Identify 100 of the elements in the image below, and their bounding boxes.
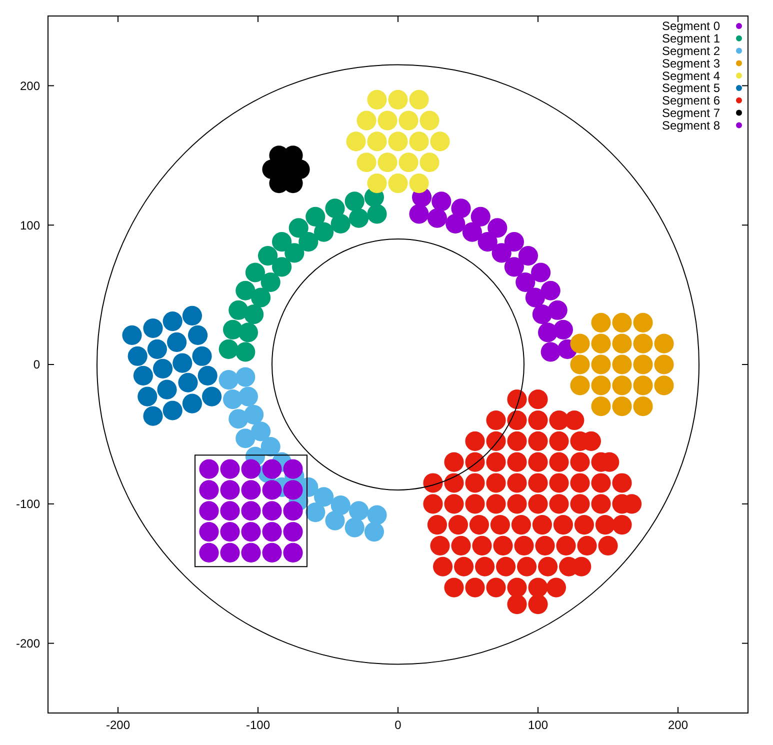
point bbox=[162, 311, 182, 332]
point bbox=[172, 353, 192, 373]
point bbox=[251, 422, 271, 442]
point bbox=[409, 90, 429, 110]
point bbox=[241, 501, 261, 521]
point bbox=[570, 376, 590, 396]
point bbox=[143, 318, 163, 338]
point bbox=[147, 339, 167, 359]
point bbox=[518, 246, 538, 266]
legend-label: Segment 7 bbox=[662, 106, 720, 120]
point bbox=[388, 173, 408, 194]
point bbox=[272, 232, 292, 252]
point bbox=[488, 218, 508, 238]
point bbox=[182, 394, 202, 414]
y-tick-label: -200 bbox=[16, 636, 40, 650]
point bbox=[409, 132, 429, 152]
legend-label: Segment 0 bbox=[662, 19, 720, 34]
point bbox=[236, 428, 256, 448]
point bbox=[540, 342, 560, 362]
point bbox=[220, 459, 240, 479]
point bbox=[344, 192, 364, 212]
point bbox=[218, 339, 238, 359]
point bbox=[378, 152, 398, 172]
point bbox=[188, 325, 208, 346]
point bbox=[325, 198, 345, 218]
legend-label: Segment 3 bbox=[662, 56, 720, 70]
point bbox=[262, 542, 282, 562]
point bbox=[122, 325, 142, 346]
point bbox=[330, 495, 350, 516]
point bbox=[356, 110, 376, 130]
point bbox=[283, 501, 303, 521]
point bbox=[591, 334, 611, 354]
point bbox=[420, 110, 440, 130]
point bbox=[241, 542, 261, 562]
point bbox=[245, 262, 265, 282]
point bbox=[157, 380, 177, 400]
point bbox=[409, 173, 429, 194]
point bbox=[470, 206, 490, 227]
point bbox=[398, 110, 418, 130]
point bbox=[241, 522, 261, 542]
point bbox=[306, 206, 326, 227]
point bbox=[420, 152, 440, 172]
point bbox=[432, 192, 452, 212]
point bbox=[612, 334, 632, 354]
point bbox=[612, 376, 632, 396]
point bbox=[272, 257, 292, 277]
point bbox=[306, 502, 326, 522]
point bbox=[612, 396, 632, 416]
point bbox=[220, 480, 240, 500]
point bbox=[153, 358, 173, 378]
point bbox=[346, 132, 366, 152]
point bbox=[258, 246, 278, 266]
point bbox=[504, 232, 524, 252]
point bbox=[199, 480, 219, 500]
y-tick-label: -100 bbox=[16, 497, 40, 512]
legend-label: Segment 8 bbox=[662, 118, 720, 132]
point bbox=[283, 459, 303, 479]
legend-label: Segment 4 bbox=[662, 68, 720, 83]
point bbox=[430, 132, 450, 152]
point bbox=[236, 342, 256, 362]
point bbox=[251, 288, 271, 308]
y-tick-label: 0 bbox=[33, 358, 40, 372]
x-tick-label: 0 bbox=[394, 718, 402, 732]
x-tick-label: -100 bbox=[246, 718, 270, 732]
point bbox=[591, 312, 611, 332]
point bbox=[220, 501, 240, 521]
point bbox=[344, 518, 364, 538]
point bbox=[548, 300, 568, 320]
point bbox=[367, 505, 387, 525]
point bbox=[283, 522, 303, 542]
point bbox=[409, 204, 429, 224]
point bbox=[260, 436, 280, 457]
point bbox=[262, 459, 282, 479]
point bbox=[356, 152, 376, 172]
legend-label: Segment 5 bbox=[662, 81, 720, 96]
point bbox=[553, 320, 573, 340]
point bbox=[284, 243, 304, 263]
point bbox=[378, 110, 398, 130]
point bbox=[633, 312, 653, 332]
point bbox=[478, 232, 498, 252]
point bbox=[388, 132, 408, 152]
point bbox=[633, 376, 653, 396]
point bbox=[182, 306, 202, 326]
point bbox=[199, 501, 219, 521]
point bbox=[241, 459, 261, 479]
point bbox=[367, 132, 387, 152]
x-tick-label: -200 bbox=[106, 718, 130, 732]
point bbox=[388, 90, 408, 110]
point bbox=[398, 152, 418, 172]
point bbox=[612, 354, 632, 374]
point bbox=[262, 501, 282, 521]
point bbox=[531, 262, 551, 282]
point bbox=[167, 332, 187, 352]
legend-label: Segment 2 bbox=[662, 44, 720, 58]
y-tick-label: 100 bbox=[20, 218, 40, 232]
point bbox=[446, 214, 466, 234]
point bbox=[367, 90, 387, 110]
point bbox=[138, 386, 158, 406]
point bbox=[451, 198, 471, 218]
point bbox=[128, 346, 148, 366]
